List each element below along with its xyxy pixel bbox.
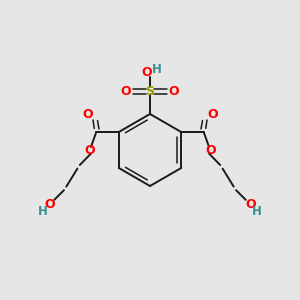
Text: O: O [169, 85, 179, 98]
Text: H: H [252, 205, 262, 218]
Text: O: O [84, 144, 95, 157]
Text: O: O [205, 144, 216, 157]
Text: H: H [152, 63, 161, 76]
Text: O: O [245, 198, 256, 211]
Text: O: O [44, 198, 55, 211]
Text: S: S [146, 85, 154, 98]
Text: O: O [141, 66, 152, 80]
Text: O: O [121, 85, 131, 98]
Text: O: O [207, 107, 218, 121]
Text: H: H [38, 205, 48, 218]
Text: O: O [82, 107, 93, 121]
